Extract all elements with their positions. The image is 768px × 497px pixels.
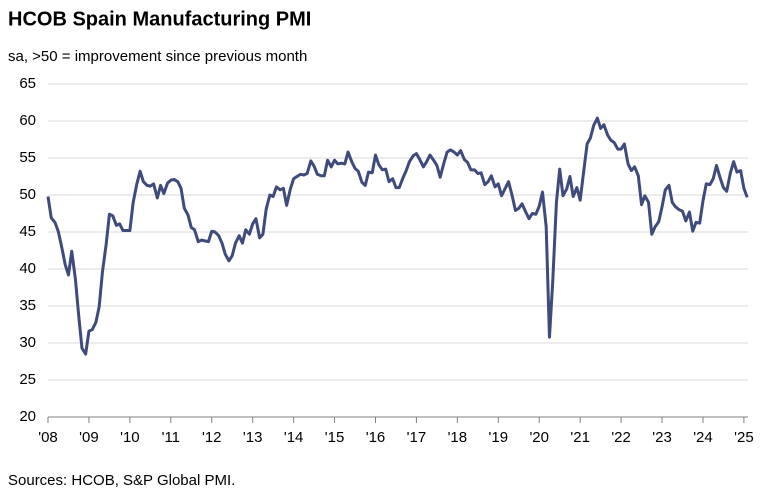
y-tick-label: 50 (19, 186, 36, 203)
x-tick-label: '08 (38, 429, 58, 446)
x-tick-label: '12 (202, 429, 222, 446)
y-tick-label: 55 (19, 149, 36, 166)
x-tick-label: '24 (693, 429, 713, 446)
x-tick-label: '21 (570, 429, 590, 446)
source-note: Sources: HCOB, S&P Global PMI. (8, 472, 235, 489)
chart-title: HCOB Spain Manufacturing PMI (8, 8, 311, 30)
x-tick-label: '11 (162, 429, 180, 446)
x-tick-label: '17 (407, 429, 427, 446)
x-tick-label: '13 (243, 429, 263, 446)
x-tick-label: '22 (611, 429, 631, 446)
x-tick-label: '20 (529, 429, 549, 446)
chart-subtitle: sa, >50 = improvement since previous mon… (8, 48, 307, 65)
x-tick-label: '14 (284, 429, 304, 446)
y-tick-label: 40 (19, 260, 36, 277)
y-tick-label: 35 (19, 297, 36, 314)
x-tick-label: '15 (325, 429, 345, 446)
x-tick-label: '23 (652, 429, 672, 446)
x-tick-label: '16 (366, 429, 386, 446)
y-tick-label: 65 (19, 75, 36, 92)
x-tick-label: '18 (448, 429, 468, 446)
x-tick-label: '19 (489, 429, 509, 446)
y-tick-label: 45 (19, 223, 36, 240)
x-tick-label: '25 (734, 429, 754, 446)
y-tick-label: 25 (19, 371, 36, 388)
y-tick-label: 60 (19, 112, 36, 129)
y-tick-label: 20 (19, 408, 36, 425)
y-tick-label: 30 (19, 334, 36, 351)
x-tick-label: '10 (120, 429, 140, 446)
x-tick-label: '09 (79, 429, 99, 446)
data-line (46, 116, 749, 356)
